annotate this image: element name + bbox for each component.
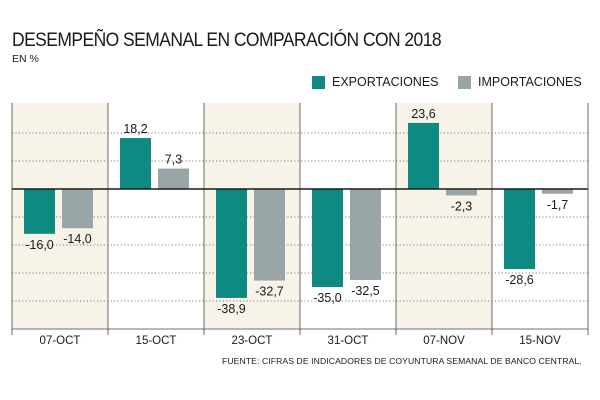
value-label-exports: -16,0 (25, 238, 54, 252)
category-label: 07-OCT (40, 335, 81, 347)
value-label-imports: -32,7 (255, 285, 284, 299)
category-panel (108, 103, 204, 329)
bar-exports (120, 138, 151, 189)
chart-category-labels: 07-OCT 15-OCT 23-OCT 31-OCT 07-NOV 15-NOV (40, 335, 562, 347)
category-label: 07-NOV (423, 335, 465, 347)
value-label-imports: -1,7 (547, 198, 569, 212)
bar-exports (216, 189, 247, 298)
bar-exports (312, 189, 343, 287)
chart-panels (11, 103, 589, 335)
bar-imports (254, 189, 285, 281)
chart-gridlines (12, 132, 588, 302)
chart-title: DESEMPEÑO SEMANAL EN COMPARACIÓN CON 201… (12, 30, 442, 51)
bar-imports (446, 189, 477, 196)
legend-swatch-exports (312, 75, 325, 89)
value-label-imports: 7,3 (165, 153, 182, 167)
bar-exports (408, 122, 439, 189)
value-label-imports: -14,0 (63, 232, 92, 246)
value-label-exports: 23,6 (411, 107, 435, 121)
legend-item-imports: IMPORTACIONES (458, 75, 582, 89)
category-label: 15-OCT (136, 335, 177, 347)
bar-imports (158, 168, 189, 189)
value-label-exports: -35,0 (313, 291, 342, 305)
chart-value-labels: -16,0 18,2 -38,9 -35,0 23,6 -28,6 -14,0 7,3 -32,… (25, 107, 568, 316)
bar-exports (504, 189, 535, 270)
value-label-exports: 18,2 (123, 122, 147, 136)
category-label: 15-NOV (519, 335, 561, 347)
value-label-exports: -38,9 (217, 302, 246, 316)
bar-imports (542, 189, 573, 194)
bar-imports (62, 189, 93, 229)
source-note: FUENTE: CIFRAS DE INDICADORES DE COYUNTU… (222, 356, 582, 366)
category-label: 23-OCT (232, 335, 273, 347)
bar-imports (350, 189, 381, 280)
legend-label-exports: EXPORTACIONES (332, 75, 439, 89)
legend-item-exports: EXPORTACIONES (312, 75, 439, 89)
value-label-imports: -32,5 (351, 284, 380, 298)
legend-label-imports: IMPORTACIONES (478, 75, 582, 89)
value-label-exports: -28,6 (505, 273, 534, 287)
legend-swatch-imports (458, 75, 471, 89)
bar-exports (24, 189, 55, 234)
chart-bars (24, 122, 573, 298)
category-label: 31-OCT (328, 335, 369, 347)
value-label-imports: -2,3 (451, 199, 473, 213)
chart-subtitle: EN % (12, 53, 39, 65)
